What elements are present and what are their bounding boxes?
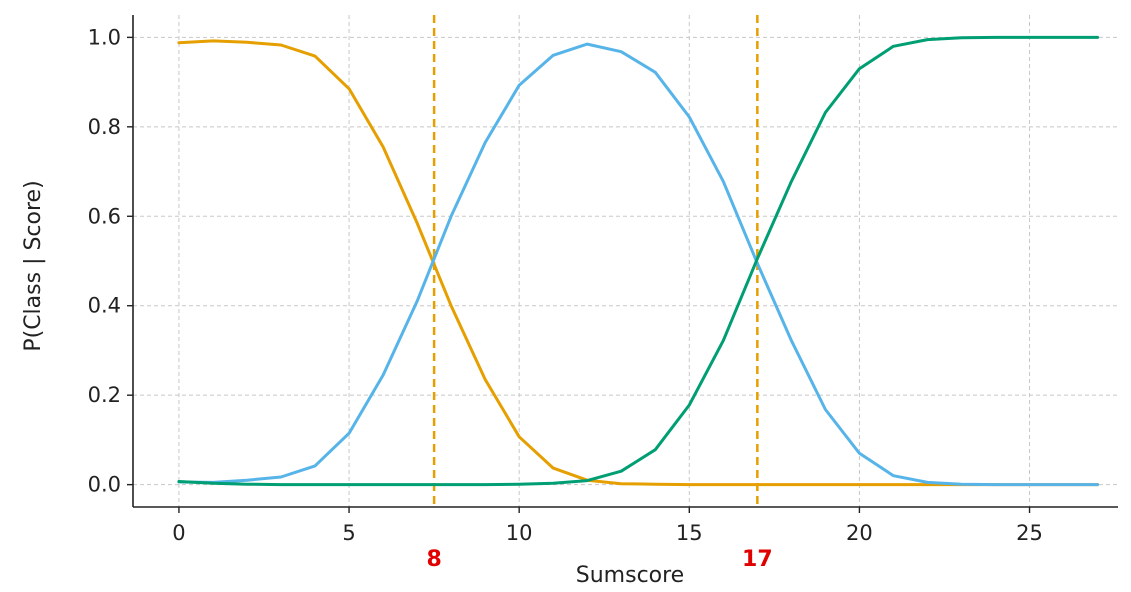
- grid: [133, 15, 1118, 507]
- y-tick-label: 0.4: [88, 294, 121, 318]
- cutoff-label-1: 8: [426, 547, 441, 572]
- x-tick-label: 5: [342, 521, 355, 545]
- series-lines: [179, 37, 1098, 484]
- tick-labels: 0 5 10 15 20 25 0.0 0.2 0.4 0.6 0.8 1.0: [88, 25, 1043, 545]
- cutoff-lines: [434, 15, 757, 507]
- x-tick-label: 0: [172, 521, 185, 545]
- y-tick-label: 1.0: [88, 25, 121, 49]
- y-axis-title: P(Class | Score): [21, 180, 46, 351]
- y-tick-label: 0.8: [88, 115, 121, 139]
- x-tick-label: 20: [846, 521, 873, 545]
- x-tick-label: 25: [1016, 521, 1043, 545]
- cutoff-label-2: 17: [742, 547, 773, 572]
- y-tick-label: 0.0: [88, 473, 121, 497]
- x-tick-label: 10: [506, 521, 533, 545]
- x-axis-title: Sumscore: [576, 563, 684, 588]
- x-tick-label: 15: [676, 521, 703, 545]
- series-line-3: [179, 37, 1098, 484]
- y-tick-label: 0.2: [88, 383, 121, 407]
- axes: [127, 15, 1118, 513]
- series-line-1: [179, 41, 1098, 485]
- y-tick-label: 0.6: [88, 204, 121, 228]
- series-line-2: [179, 44, 1098, 485]
